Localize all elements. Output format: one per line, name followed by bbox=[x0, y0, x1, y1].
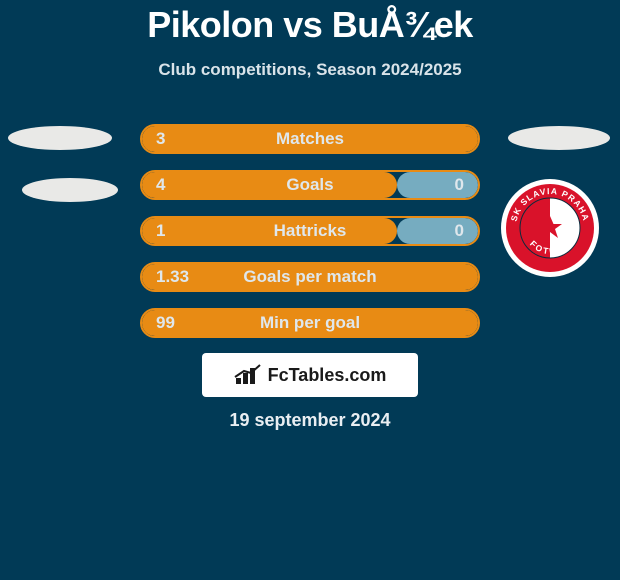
comparison-card: Pikolon vs BuÅ¾ek Club competitions, Sea… bbox=[0, 0, 620, 580]
stat-label: Matches bbox=[142, 129, 478, 149]
stat-label: Goals bbox=[142, 175, 478, 195]
bar-chart-icon bbox=[234, 364, 262, 386]
stat-label: Hattricks bbox=[142, 221, 478, 241]
page-title: Pikolon vs BuÅ¾ek bbox=[0, 0, 620, 46]
fctables-logo: FcTables.com bbox=[202, 353, 418, 397]
club-badge-slavia: SK SLAVIA PRAHA FOTBAL bbox=[500, 178, 600, 278]
left-logo-placeholder-1 bbox=[8, 126, 112, 150]
stat-row: 3Matches bbox=[140, 124, 480, 154]
right-logo-placeholder bbox=[508, 126, 610, 150]
date-label: 19 september 2024 bbox=[0, 410, 620, 431]
left-logo-placeholder-2 bbox=[22, 178, 118, 202]
stat-label: Goals per match bbox=[142, 267, 478, 287]
stat-row: 99Min per goal bbox=[140, 308, 480, 338]
stat-row: 10Hattricks bbox=[140, 216, 480, 246]
subtitle: Club competitions, Season 2024/2025 bbox=[0, 60, 620, 80]
stat-row: 40Goals bbox=[140, 170, 480, 200]
stats-list: 3Matches 40Goals 10Hattricks 1.33Goals per … bbox=[140, 124, 480, 354]
stat-label: Min per goal bbox=[142, 313, 478, 333]
logo-text: FcTables.com bbox=[268, 365, 387, 386]
stat-row: 1.33Goals per match bbox=[140, 262, 480, 292]
